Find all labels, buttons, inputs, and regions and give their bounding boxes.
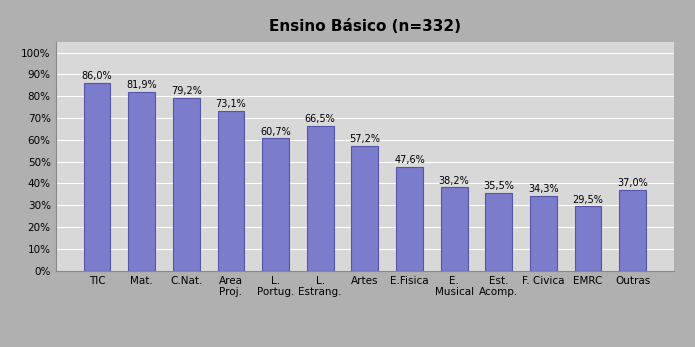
Bar bbox=[83, 83, 111, 271]
Text: 66,5%: 66,5% bbox=[305, 114, 336, 124]
Bar bbox=[352, 146, 378, 271]
Bar bbox=[530, 196, 557, 271]
Bar bbox=[173, 98, 199, 271]
Bar bbox=[396, 167, 423, 271]
Bar bbox=[129, 92, 155, 271]
Text: 57,2%: 57,2% bbox=[350, 134, 380, 144]
Text: 29,5%: 29,5% bbox=[573, 195, 603, 205]
Text: 79,2%: 79,2% bbox=[171, 86, 202, 96]
Bar bbox=[485, 193, 512, 271]
Text: 47,6%: 47,6% bbox=[394, 155, 425, 165]
Text: 37,0%: 37,0% bbox=[617, 178, 648, 188]
Bar bbox=[619, 190, 646, 271]
Text: 35,5%: 35,5% bbox=[483, 181, 514, 192]
Bar bbox=[575, 206, 601, 271]
Bar bbox=[307, 126, 334, 271]
Text: 38,2%: 38,2% bbox=[439, 176, 470, 186]
Text: 60,7%: 60,7% bbox=[260, 127, 291, 136]
Text: 86,0%: 86,0% bbox=[82, 71, 113, 81]
Title: Ensino Básico (n=332): Ensino Básico (n=332) bbox=[269, 18, 461, 34]
Text: 81,9%: 81,9% bbox=[126, 80, 157, 90]
Bar bbox=[218, 111, 245, 271]
Text: 34,3%: 34,3% bbox=[528, 184, 559, 194]
Text: 73,1%: 73,1% bbox=[215, 100, 246, 109]
Bar bbox=[441, 187, 468, 271]
Bar bbox=[262, 138, 289, 271]
